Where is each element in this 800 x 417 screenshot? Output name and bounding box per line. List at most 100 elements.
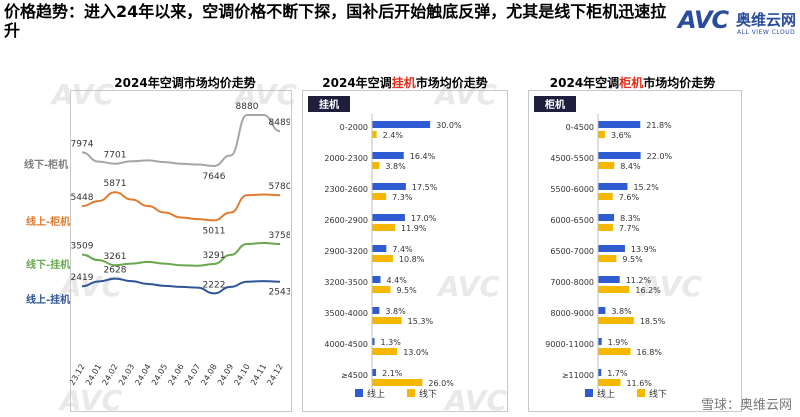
bar-offline <box>598 348 631 355</box>
bar-online-label: 3.8% <box>385 307 406 316</box>
bar-offline-label: 7.6% <box>619 193 640 202</box>
panel-tag: 挂机 <box>319 98 339 111</box>
bar-offline <box>372 224 396 231</box>
bar-offline-label: 9.5% <box>622 255 643 264</box>
series-label-offline-cabinet: 线下-柜机 <box>24 160 69 171</box>
bar-offline-label: 10.8% <box>399 255 425 264</box>
panel2-title-post: 市场均价走势 <box>415 76 488 90</box>
data-label: 8489 <box>269 118 290 128</box>
category-label: 4500-5500 <box>550 154 594 163</box>
data-label: 3261 <box>104 252 127 262</box>
bar-online-label: 17.5% <box>412 183 438 192</box>
bar-online <box>598 121 641 128</box>
data-label: 3758 <box>269 231 290 241</box>
panel3-title-post: 市场均价走势 <box>643 76 716 90</box>
bar-online <box>372 276 381 283</box>
category-label: 6500-7000 <box>550 247 594 256</box>
data-label: 5011 <box>203 226 226 236</box>
bar-online-label: 3.8% <box>611 307 632 316</box>
bar-offline <box>598 255 617 262</box>
legend-swatch-online <box>585 389 593 397</box>
panel2-title: 2024年空调挂机市场均价走势 <box>300 74 510 91</box>
bar-offline-label: 3.8% <box>385 162 406 171</box>
bar-online <box>598 245 625 252</box>
data-label: 3291 <box>203 251 226 261</box>
bar-online-label: 13.9% <box>631 245 657 254</box>
category-label: 4000-4500 <box>324 340 368 349</box>
bar-online-label: 1.3% <box>381 338 402 347</box>
bar-online-label: 8.3% <box>620 214 641 223</box>
category-label: 5500-6000 <box>550 185 594 194</box>
headline: 价格趋势：进入24年以来，空调价格不断下探，国补后开始触底反弹，尤其是线下柜机迅… <box>4 2 667 40</box>
legend-label-online: 线上 <box>597 388 615 400</box>
bar-online-label: 30.0% <box>436 121 462 130</box>
bar-offline <box>598 162 615 169</box>
bar-online-label: 16.4% <box>410 152 436 161</box>
data-label: 5780 <box>269 182 290 192</box>
category-label: 3500-4000 <box>324 309 368 318</box>
bar-offline-label: 11.9% <box>401 224 427 233</box>
watermark: AVC <box>52 78 114 111</box>
line-series <box>81 241 281 267</box>
legend-label-offline: 线下 <box>649 388 667 400</box>
data-label: 7701 <box>104 151 127 161</box>
bar-offline-label: 7.7% <box>619 224 640 233</box>
bar-offline <box>372 255 393 262</box>
bar-online <box>598 369 602 376</box>
bar-online <box>372 338 375 345</box>
data-label: 3509 <box>71 242 94 252</box>
category-label: 2000-2300 <box>324 154 368 163</box>
watermark: AVC <box>235 78 297 111</box>
bar-offline <box>372 317 402 324</box>
bar-online-label: 11.2% <box>626 276 652 285</box>
panel-tag-bg <box>308 96 350 112</box>
x-tick-label: 24.12 <box>265 363 284 387</box>
legend-swatch-offline <box>407 389 415 397</box>
line-series <box>81 113 281 167</box>
category-label: 7000-8000 <box>550 278 594 287</box>
category-label: 2900-3200 <box>324 247 368 256</box>
bar-offline-label: 9.5% <box>396 286 417 295</box>
legend-label-online: 线上 <box>367 388 385 400</box>
watermark: AVC <box>435 78 497 111</box>
bar-offline <box>598 317 634 324</box>
bar-offline-label: 2.4% <box>383 131 404 140</box>
watermark: AVC <box>438 270 500 303</box>
bar-online-label: 4.4% <box>387 276 408 285</box>
bar-offline <box>598 131 605 138</box>
panel1-title: 2024年空调市场均价走势 <box>114 76 256 90</box>
bar-online <box>372 307 380 314</box>
panel3-frame <box>528 90 742 412</box>
legend-label-offline: 线下 <box>419 388 437 400</box>
bar-offline <box>372 193 387 200</box>
data-label: 2222 <box>203 280 226 290</box>
legend-swatch-online <box>355 389 363 397</box>
bar-offline <box>598 193 613 200</box>
category-label: 2300-2600 <box>324 185 368 194</box>
bar-offline <box>598 379 621 386</box>
bar-offline-label: 3.6% <box>611 131 632 140</box>
bar-online <box>372 121 431 128</box>
bar-offline <box>598 224 613 231</box>
source-credit: 雪球：奥维云网 <box>700 398 792 413</box>
series-label-online-cabinet: 线上-柜机 <box>26 217 71 228</box>
category-label: 3200-3500 <box>324 278 368 287</box>
bar-offline-label: 7.3% <box>392 193 413 202</box>
bar-offline-label: 18.5% <box>640 317 666 326</box>
bar-online-label: 2.1% <box>382 369 403 378</box>
watermark: AVC <box>640 270 702 303</box>
bar-online-label: 22.0% <box>647 152 673 161</box>
bar-online <box>372 369 377 376</box>
panel2-title-highlight: 挂机 <box>391 76 416 90</box>
series-label-online-wall: 线上-挂机 <box>26 295 71 306</box>
data-label: 5871 <box>104 179 127 189</box>
bar-offline <box>372 379 423 386</box>
bar-online <box>372 183 406 190</box>
bar-online <box>598 338 602 345</box>
bar-online-label: 21.8% <box>646 121 672 130</box>
line-series <box>81 277 281 295</box>
panel3-title-highlight: 柜机 <box>619 76 644 90</box>
line-series <box>81 191 281 222</box>
category-label: 8000-9000 <box>550 309 594 318</box>
bar-online <box>372 245 387 252</box>
